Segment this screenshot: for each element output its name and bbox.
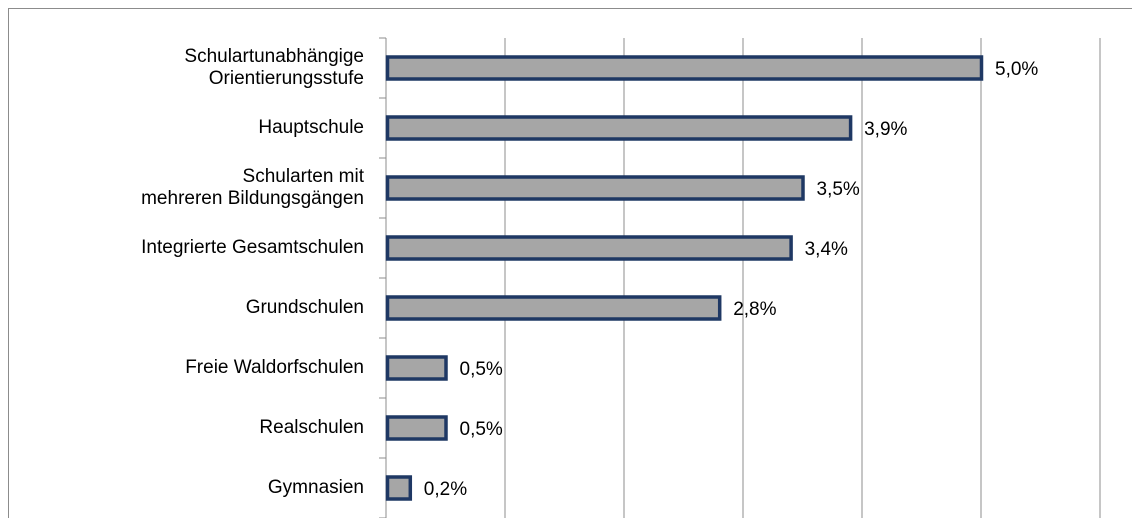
- label-line: Integrierte Gesamtschulen: [141, 237, 364, 258]
- y-tick-label: Schularten mit mehreren Bildungsgängen: [141, 166, 365, 209]
- bar: [385, 475, 413, 501]
- y-tick-label: Gymnasien: [268, 477, 364, 498]
- bar: [385, 235, 793, 261]
- value-label: 3,4%: [805, 239, 848, 260]
- bar: [385, 175, 805, 201]
- y-tick-label: Grundschulen: [246, 297, 364, 318]
- bar: [385, 55, 984, 81]
- value-label: 3,9%: [864, 119, 907, 140]
- label-line: Schulartunabhängige: [184, 46, 364, 67]
- label-line: Schularten mit: [243, 166, 365, 187]
- label-line: Realschulen: [259, 417, 364, 438]
- bar: [385, 355, 448, 381]
- label-line: Hauptschule: [258, 117, 364, 138]
- y-tick-label: Schulartunabhängige Orientierungsstufe: [184, 46, 364, 89]
- value-label: 3,5%: [817, 179, 860, 200]
- value-label: 0,5%: [460, 419, 503, 440]
- label-line: Freie Waldorfschulen: [185, 357, 364, 378]
- chart-frame: [8, 8, 1132, 518]
- bar: [385, 295, 722, 321]
- value-label: 0,5%: [460, 359, 503, 380]
- value-label: 0,2%: [424, 479, 467, 500]
- y-tick-label: Hauptschule: [258, 117, 364, 138]
- label-line: Grundschulen: [246, 297, 364, 318]
- label-line: Gymnasien: [268, 477, 364, 498]
- bar: [385, 415, 448, 441]
- y-tick-label: Freie Waldorfschulen: [185, 357, 364, 378]
- value-label: 2,8%: [733, 299, 776, 320]
- label-line: Orientierungsstufe: [209, 68, 364, 89]
- y-tick-label: Integrierte Gesamtschulen: [141, 237, 364, 258]
- value-label: 5,0%: [995, 59, 1038, 80]
- y-tick-label: Realschulen: [259, 417, 364, 438]
- label-line: mehreren Bildungsgängen: [141, 188, 364, 209]
- bar: [385, 115, 853, 141]
